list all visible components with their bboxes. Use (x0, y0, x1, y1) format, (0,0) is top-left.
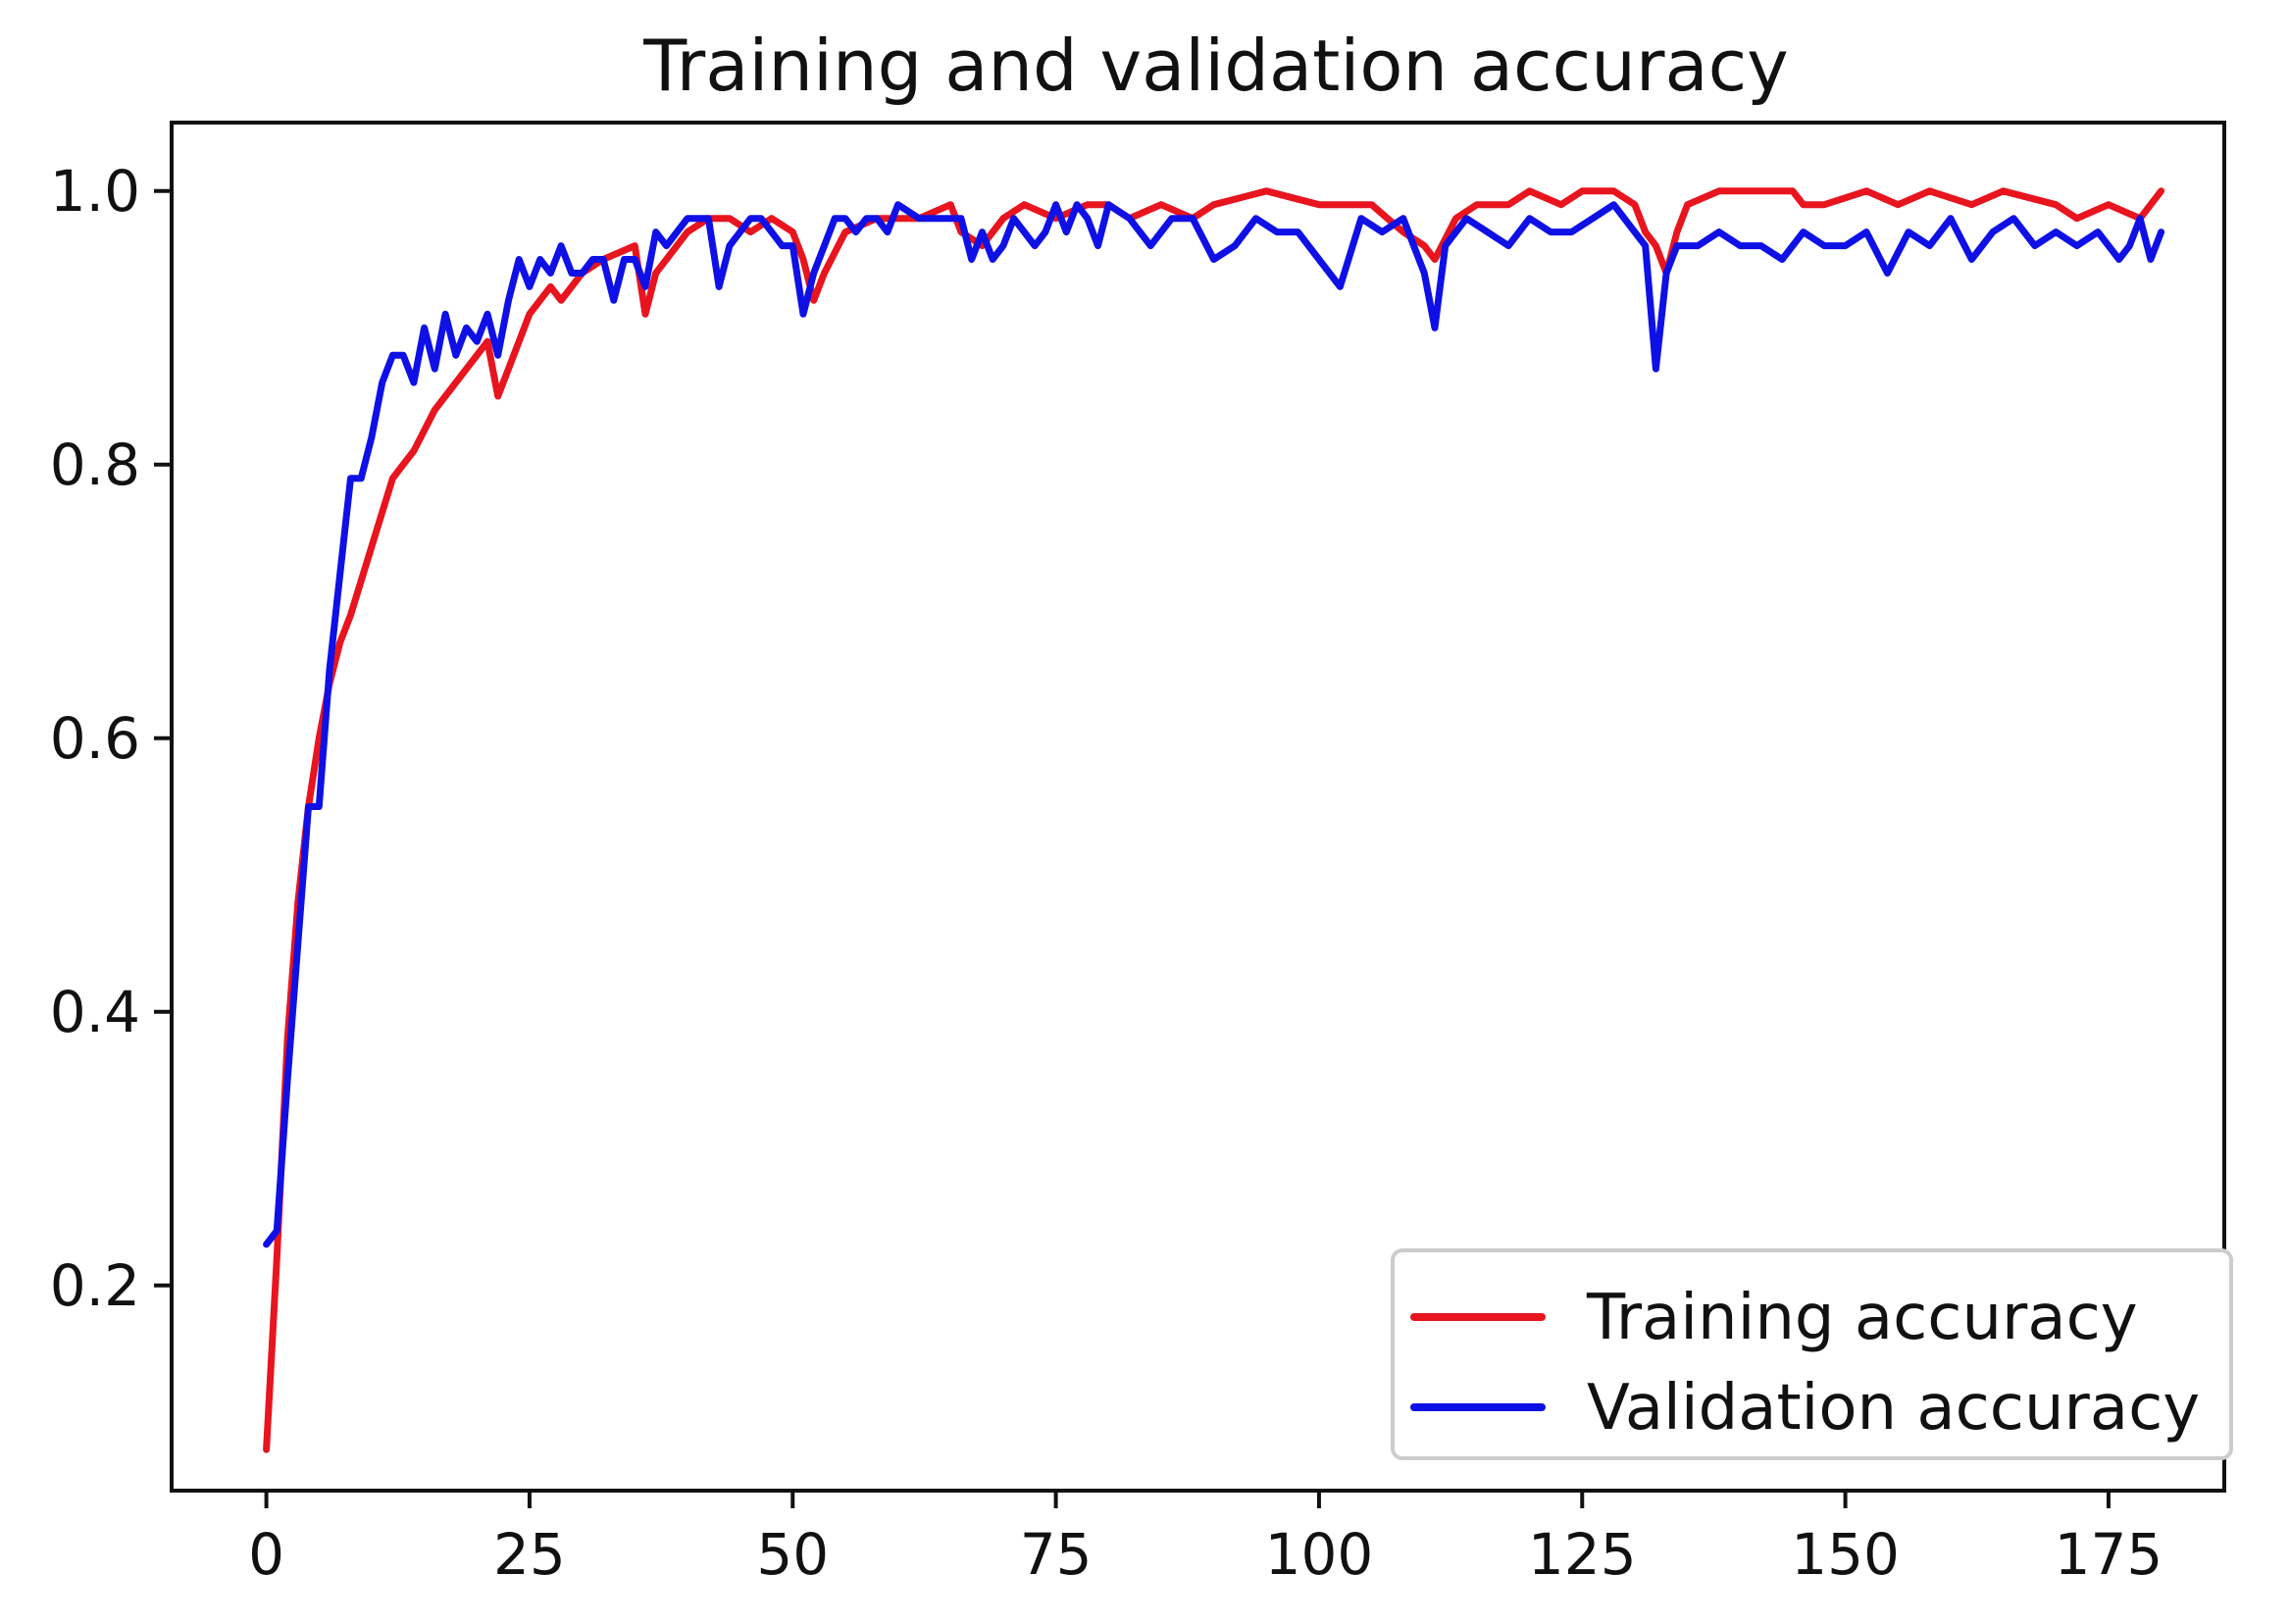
chart-title: Training and validation accuracy (642, 25, 1789, 107)
legend: Training accuracy Validation accuracy (1391, 1248, 2233, 1460)
x-tick-label: 0 (248, 1521, 284, 1588)
x-tick-label: 100 (1265, 1521, 1374, 1588)
y-tick-label: 1.0 (50, 158, 140, 225)
legend-label-training: Training accuracy (1586, 1282, 2138, 1354)
axes-layer: 0 25 50 75 100 125 150 175 0.2 0.4 0.6 0.8 1.0 (50, 121, 2226, 1588)
x-tick-label: 150 (1791, 1521, 1900, 1588)
y-tick-label: 0.2 (50, 1252, 140, 1319)
legend-label-validation: Validation accuracy (1587, 1372, 2200, 1445)
x-tick-label: 50 (756, 1521, 829, 1588)
series-line-validation (263, 201, 2165, 1248)
series-layer (263, 187, 2165, 1453)
x-tick-label: 75 (1020, 1521, 1093, 1588)
x-tick-label: 25 (493, 1521, 566, 1588)
x-tick-label: 175 (2055, 1521, 2163, 1588)
series-line-training (263, 187, 2165, 1453)
x-tick-label: 125 (1528, 1521, 1637, 1588)
legend-box (1391, 1248, 2233, 1460)
plot-frame (170, 121, 2226, 1493)
y-tick-label: 0.8 (50, 431, 140, 498)
y-tick-label: 0.4 (50, 979, 140, 1045)
y-tick-label: 0.6 (50, 705, 140, 772)
